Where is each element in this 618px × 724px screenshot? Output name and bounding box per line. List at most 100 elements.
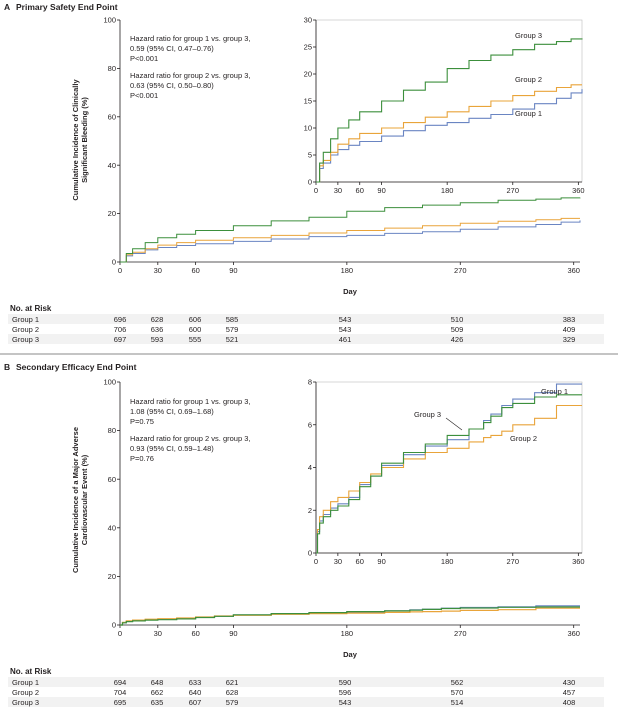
x-tick-label: 90 <box>377 557 385 566</box>
risk-cell: 457 <box>563 688 576 697</box>
y-tick-label: 80 <box>108 64 116 73</box>
series-label-group-3: Group 3 <box>414 410 441 419</box>
series-line-group-3 <box>120 606 580 626</box>
x-tick-label: 180 <box>441 186 454 195</box>
panel-b-annotation: Hazard ratio for group 1 vs. group 3, 1.… <box>130 397 250 463</box>
risk-cell: 510 <box>451 315 464 324</box>
y-tick-label: 15 <box>304 97 312 106</box>
panel-a-ylabel: Cumulative Incidence of Clinically Signi… <box>71 79 89 201</box>
risk-cell: 461 <box>339 335 352 344</box>
x-tick-label: 60 <box>191 629 199 638</box>
risk-cell: 590 <box>339 678 352 687</box>
x-tick-label: 90 <box>229 629 237 638</box>
x-tick-label: 30 <box>334 557 342 566</box>
panel-b-inset-chart: 0 2 4 6 8 0 30 60 90 180 270 360 Group 1 Group 3 Group… <box>308 378 585 566</box>
risk-cell: 543 <box>339 315 352 324</box>
risk-cell: 408 <box>563 698 576 707</box>
risk-cell: 579 <box>226 325 239 334</box>
panel-b-risk-table: Group 1 694 648 633 621 590 562 430 Group 2 704 66… <box>8 677 604 707</box>
risk-cell: 585 <box>226 315 239 324</box>
x-tick-label: 0 <box>118 266 122 275</box>
annotation-line: P=0.75 <box>130 417 154 426</box>
x-tick-label: 360 <box>572 557 585 566</box>
y-tick-label: 0 <box>308 178 312 187</box>
panel-a-letter: A <box>4 2 10 12</box>
panel-a-inset-chart: 0 5 10 15 20 25 30 0 30 60 90 180 270 360 Group 3 Group… <box>304 16 585 195</box>
annotation-line: 0.93 (95% CI, 0.59–1.48) <box>130 444 214 453</box>
risk-row-label: Group 1 <box>12 678 39 687</box>
risk-cell: 562 <box>451 678 464 687</box>
risk-cell: 600 <box>189 325 202 334</box>
x-tick-label: 0 <box>314 557 318 566</box>
inset-frame <box>315 381 583 554</box>
ylabel-line: Cumulative Incidence of a Major Adverse <box>71 427 80 573</box>
risk-cell: 633 <box>189 678 202 687</box>
y-tick-label: 0 <box>112 621 116 630</box>
x-tick-label: 360 <box>572 186 585 195</box>
risk-row-stripe <box>8 677 604 687</box>
risk-cell: 555 <box>189 335 202 344</box>
annotation-line: P<0.001 <box>130 54 158 63</box>
series-label-group-2: Group 2 <box>510 434 537 443</box>
x-tick-label: 0 <box>118 629 122 638</box>
y-tick-label: 100 <box>103 378 116 387</box>
y-tick-label: 6 <box>308 420 312 429</box>
x-tick-label: 180 <box>341 629 354 638</box>
y-tick-label: 30 <box>304 16 312 25</box>
panel-a-xlabel: Day <box>343 287 358 296</box>
risk-row-label: Group 3 <box>12 335 39 344</box>
risk-row-stripe <box>8 314 604 324</box>
risk-cell: 514 <box>451 698 464 707</box>
x-tick-label: 30 <box>154 629 162 638</box>
y-tick-label: 60 <box>108 112 116 121</box>
y-tick-label: 20 <box>304 70 312 79</box>
risk-cell: 607 <box>189 698 202 707</box>
y-tick-label: 8 <box>308 378 312 387</box>
y-tick-label: 0 <box>308 549 312 558</box>
panel-a-annotation: Hazard ratio for group 1 vs. group 3, 0.… <box>130 34 250 100</box>
annotation-line: Hazard ratio for group 2 vs. group 3, <box>130 434 250 443</box>
panel-a-title: Primary Safety End Point <box>16 2 118 12</box>
risk-cell: 695 <box>114 698 127 707</box>
risk-cell: 570 <box>451 688 464 697</box>
risk-cell: 543 <box>339 325 352 334</box>
x-tick-label: 180 <box>441 557 454 566</box>
y-tick-label: 20 <box>108 572 116 581</box>
y-tick-label: 40 <box>108 523 116 532</box>
y-tick-label: 10 <box>304 124 312 133</box>
risk-cell: 579 <box>226 698 239 707</box>
risk-cell: 430 <box>563 678 576 687</box>
risk-cell: 606 <box>189 315 202 324</box>
risk-row-label: Group 2 <box>12 325 39 334</box>
x-tick-label: 360 <box>567 629 580 638</box>
ylabel-line: Significant Bleeding (%) <box>80 97 89 183</box>
x-tick-label: 270 <box>507 557 520 566</box>
risk-cell: 593 <box>151 335 164 344</box>
risk-cell: 509 <box>451 325 464 334</box>
x-tick-label: 60 <box>356 186 364 195</box>
risk-cell: 329 <box>563 335 576 344</box>
risk-cell: 648 <box>151 678 164 687</box>
risk-cell: 704 <box>114 688 127 697</box>
series-line-group-1 <box>120 220 581 263</box>
y-tick-label: 5 <box>308 151 312 160</box>
ylabel-line: Cumulative Incidence of Clinically <box>71 79 80 201</box>
x-tick-label: 270 <box>454 629 467 638</box>
series-line-group-3 <box>316 394 582 554</box>
x-tick-label: 60 <box>356 557 364 566</box>
x-tick-label: 90 <box>229 266 237 275</box>
risk-cell: 635 <box>151 698 164 707</box>
series-label-group-3: Group 3 <box>515 31 542 40</box>
panel-b-risk-header: No. at Risk <box>10 667 52 676</box>
y-tick-label: 2 <box>308 506 312 515</box>
x-tick-label: 270 <box>454 266 467 275</box>
y-tick-label: 0 <box>112 258 116 267</box>
risk-row-stripe <box>8 334 604 344</box>
risk-cell: 543 <box>339 698 352 707</box>
risk-cell: 697 <box>114 335 127 344</box>
series-label-group-1: Group 1 <box>541 387 568 396</box>
x-tick-label: 30 <box>154 266 162 275</box>
risk-cell: 694 <box>114 678 127 687</box>
